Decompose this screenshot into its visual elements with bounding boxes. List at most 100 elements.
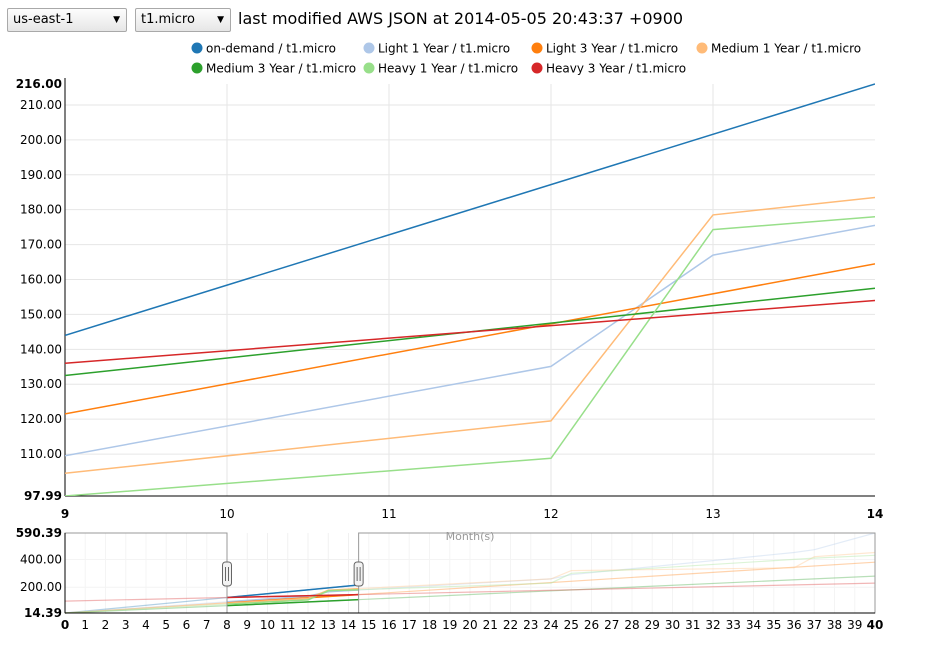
context-x-tick-label: 33 — [726, 618, 741, 632]
x-tick-label: 14 — [867, 507, 884, 521]
context-x-tick-label: 9 — [243, 618, 251, 632]
context-x-tick-label: 19 — [442, 618, 457, 632]
context-series-line — [64, 575, 876, 614]
context-x-tick-label: 16 — [381, 618, 396, 632]
context-x-tick-label: 18 — [422, 618, 437, 632]
y-tick-label: 180.00 — [20, 203, 62, 217]
y-tick-label: 200.00 — [20, 133, 62, 147]
context-x-tick-label: 36 — [786, 618, 801, 632]
context-x-tick-label: 11 — [280, 618, 295, 632]
series-line[interactable] — [65, 299, 875, 365]
legend-item[interactable]: Heavy 3 Year / t1.micro — [531, 62, 687, 76]
context-x-tick-label: 13 — [321, 618, 336, 632]
context-x-tick-label: 6 — [183, 618, 191, 632]
page-title: last modified AWS JSON at 2014-05-05 20:… — [238, 9, 684, 28]
context-x-tick-label: 30 — [665, 618, 680, 632]
y-tick-label: 140.00 — [20, 342, 62, 356]
y-tick-label: 97.99 — [24, 489, 62, 503]
y-tick-label: 150.00 — [20, 307, 62, 321]
y-tick-label: 170.00 — [20, 238, 62, 252]
context-y-tick-label: 200.00 — [20, 580, 62, 594]
context-x-tick-label: 4 — [142, 618, 150, 632]
context-series-line — [64, 561, 876, 614]
context-x-tick-label: 14 — [341, 618, 356, 632]
brush-handle-left[interactable] — [222, 561, 232, 587]
series-line[interactable] — [65, 215, 875, 496]
context-x-tick-label: 32 — [705, 618, 720, 632]
context-x-tick-label: 34 — [746, 618, 761, 632]
instance-select[interactable]: t1.micro ▼ — [135, 8, 231, 32]
legend-marker — [363, 42, 375, 54]
legend-item[interactable]: Medium 1 Year / t1.micro — [696, 42, 862, 56]
y-tick-label: 190.00 — [20, 168, 62, 182]
y-tick-label: 216.00 — [16, 77, 62, 91]
context-x-tick-label: 2 — [102, 618, 110, 632]
context-x-tick-label: 40 — [867, 618, 884, 632]
legend-marker — [363, 62, 375, 74]
brush-handle-right[interactable] — [353, 561, 364, 587]
context-x-tick-label: 5 — [162, 618, 170, 632]
legend-label: Heavy 3 Year / t1.micro — [546, 62, 686, 76]
legend-item[interactable]: Light 3 Year / t1.micro — [531, 42, 679, 56]
legend-label: on-demand / t1.micro — [206, 42, 336, 56]
legend-label: Light 1 Year / t1.micro — [378, 42, 510, 56]
legend-marker — [191, 62, 203, 74]
x-axis-label: Month(s) — [446, 530, 495, 543]
context-x-tick-label: 25 — [564, 618, 579, 632]
brush-handle-grip — [222, 561, 232, 587]
legend-label: Heavy 1 Year / t1.micro — [378, 62, 518, 76]
brush-handle-grip — [353, 561, 364, 587]
legend-item[interactable]: Heavy 1 Year / t1.micro — [363, 62, 519, 76]
context-x-tick-label: 10 — [260, 618, 275, 632]
context-x-tick-label: 39 — [847, 618, 862, 632]
context-x-tick-label: 23 — [523, 618, 538, 632]
context-x-tick-label: 24 — [543, 618, 558, 632]
y-tick-label: 110.00 — [20, 447, 62, 461]
series-line[interactable] — [65, 263, 875, 415]
context-x-tick-label: 1 — [81, 618, 89, 632]
series-line[interactable] — [65, 83, 875, 337]
region-select[interactable]: us-east-1 ▼ — [7, 8, 127, 32]
context-x-tick-label: 26 — [584, 618, 599, 632]
chevron-down-icon: ▼ — [217, 15, 224, 25]
context-series-line — [64, 582, 876, 602]
context-x-tick-label: 20 — [462, 618, 477, 632]
region-select-value: us-east-1 — [13, 12, 74, 27]
context-x-tick-label: 37 — [807, 618, 822, 632]
legend-item[interactable]: Medium 3 Year / t1.micro — [191, 62, 357, 76]
brush-right-overlay — [358, 532, 876, 614]
context-x-tick-label: 29 — [645, 618, 660, 632]
context-x-tick-label: 17 — [402, 618, 417, 632]
context-x-tick-label: 35 — [766, 618, 781, 632]
context-y-tick-label: 400.00 — [20, 552, 62, 566]
context-x-tick-label: 0 — [61, 618, 69, 632]
context-x-tick-label: 28 — [624, 618, 639, 632]
y-tick-label: 130.00 — [20, 377, 62, 391]
instance-select-value: t1.micro — [141, 12, 195, 27]
context-series-line-selected — [227, 589, 359, 606]
legend-marker — [531, 42, 543, 54]
legend-label: Medium 1 Year / t1.micro — [711, 42, 861, 56]
legend-marker — [531, 62, 543, 74]
legend-label: Light 3 Year / t1.micro — [546, 42, 678, 56]
series-line[interactable] — [65, 224, 875, 457]
context-x-tick-label: 22 — [503, 618, 518, 632]
x-tick-label: 11 — [381, 507, 396, 521]
context-x-tick-label: 7 — [203, 618, 211, 632]
context-x-tick-label: 12 — [300, 618, 315, 632]
series-line[interactable] — [65, 196, 875, 475]
context-x-tick-label: 31 — [685, 618, 700, 632]
context-x-tick-label: 15 — [361, 618, 376, 632]
legend-item[interactable]: on-demand / t1.micro — [191, 42, 337, 56]
context-x-tick-label: 8 — [223, 618, 231, 632]
context-x-tick-label: 3 — [122, 618, 130, 632]
x-tick-label: 9 — [61, 507, 69, 521]
chevron-down-icon: ▼ — [113, 15, 120, 25]
x-tick-label: 12 — [543, 507, 558, 521]
legend-item[interactable]: Light 1 Year / t1.micro — [363, 42, 511, 56]
legend-marker — [696, 42, 708, 54]
context-series-line-selected — [227, 587, 359, 605]
y-tick-label: 160.00 — [20, 273, 62, 287]
x-tick-label: 13 — [705, 507, 720, 521]
